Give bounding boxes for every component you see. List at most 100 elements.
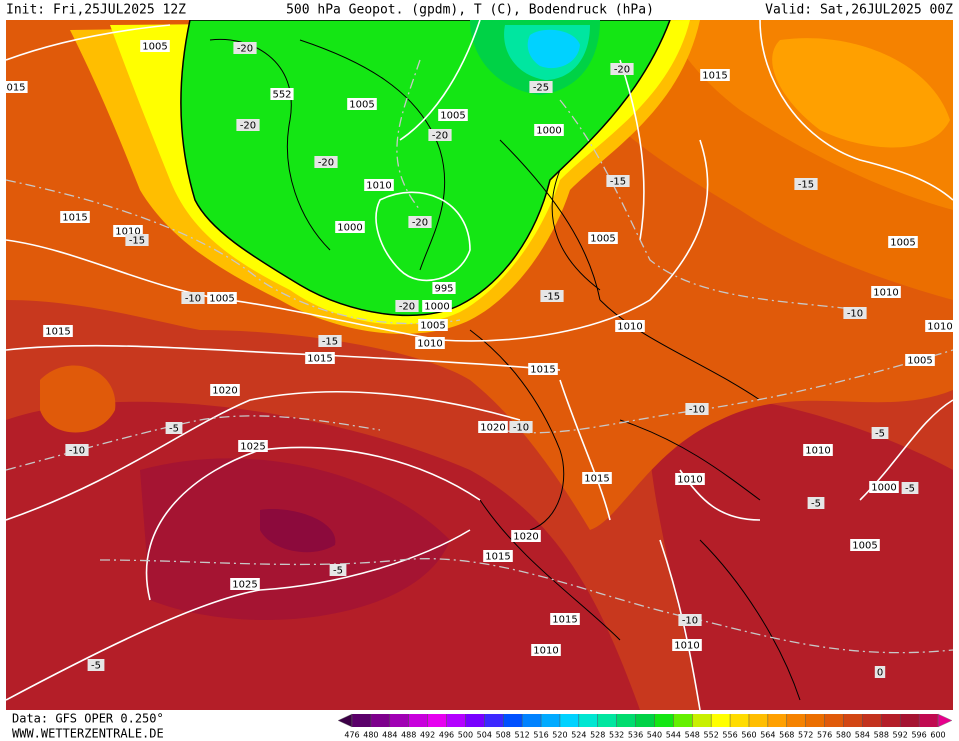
- isobar-label: 1010: [873, 288, 898, 299]
- temperature-label-box: [610, 63, 634, 75]
- isobar-label-box: [43, 325, 73, 337]
- isobar-label: 1025: [240, 442, 265, 453]
- colorbar-swatch: [919, 714, 939, 727]
- temperature-label-box: [318, 335, 342, 347]
- colorbar-label: 592: [893, 731, 908, 740]
- isobar-label-box: [415, 337, 445, 349]
- temperature-label-box: [606, 175, 630, 187]
- colorbar-label: 588: [874, 731, 889, 740]
- colorbar-label: 540: [647, 731, 662, 740]
- colorbar-label: 548: [685, 731, 700, 740]
- isobar-label: 1005: [142, 42, 167, 53]
- colorbar-swatch: [824, 714, 844, 727]
- colorbar-label: 580: [836, 731, 851, 740]
- colorbar-swatch: [578, 714, 599, 727]
- isobar-label-box: [531, 644, 561, 656]
- isobar-label-box: [210, 384, 240, 396]
- coastline: [209, 38, 601, 301]
- temperature-label-box: [87, 659, 105, 671]
- colorbar-swatch: [427, 714, 447, 727]
- colorbar-swatch: [881, 714, 901, 727]
- temperature-label-box: [794, 178, 818, 190]
- temperature-label: -15: [544, 292, 560, 303]
- data-source: Data: GFS OPER 0.250°: [12, 712, 164, 726]
- isobar-label: 1015: [530, 365, 555, 376]
- isobar-label-box: [905, 354, 935, 366]
- colorbar-swatch: [408, 714, 428, 727]
- isobar-label-box: [850, 539, 880, 551]
- isobar-label: 1010: [533, 646, 558, 657]
- temperature-label: -5: [169, 424, 179, 435]
- isobar-label-box: [550, 613, 580, 625]
- temperature-label: -20: [412, 218, 428, 229]
- temperature-label-box: [871, 427, 889, 439]
- colorbar: 476 480 484 488 492 496 500 504 508 512 516 520 524 5…: [337, 713, 953, 740]
- colorbar-swatch: [805, 714, 825, 727]
- map-labels: 1005 015 552 1005 1005 1000 1015 1010 1015 1010 10…: [4, 40, 955, 679]
- isobar-label: 552: [272, 90, 291, 101]
- colorbar-label: 532: [609, 731, 624, 740]
- isobar-label: 1015: [702, 71, 727, 82]
- colorbar-label: 536: [628, 731, 643, 740]
- colorbar-swatch: [597, 714, 617, 727]
- isobar-label: 1025: [232, 580, 257, 591]
- temperature-label: -10: [185, 294, 201, 305]
- temperature-label-box: [874, 666, 886, 678]
- temperature-label-box: [408, 216, 432, 228]
- temperature-label-box: [678, 614, 702, 626]
- temperature-label-box: [329, 564, 347, 576]
- colorbar-label: 568: [779, 731, 794, 740]
- colorbar-label: 560: [741, 731, 756, 740]
- colorbar-swatch: [730, 714, 750, 727]
- colorbar-label: 508: [496, 731, 511, 740]
- temperature-label: -5: [905, 484, 915, 495]
- colorbar-label: 524: [571, 731, 586, 740]
- isobar-label: 1005: [907, 356, 932, 367]
- colorbar-swatch: [541, 714, 561, 727]
- temperature-label: -10: [847, 309, 863, 320]
- isobar-label-box: [364, 179, 394, 191]
- isobar-label: 1000: [424, 302, 449, 313]
- temperature-label-box: [65, 444, 89, 456]
- colorbar-swatch: [843, 714, 863, 727]
- isobar-label-box: [615, 320, 645, 332]
- temperature-label: -5: [811, 499, 821, 510]
- colorbar-swatch: [654, 714, 674, 727]
- colorbar-swatch: [767, 714, 788, 727]
- isobar-label: 1000: [871, 483, 896, 494]
- temperature-label: -10: [513, 423, 529, 434]
- isobar-label: 1010: [366, 181, 391, 192]
- colorbar-swatch: [352, 714, 372, 727]
- temperature-label: -15: [129, 236, 145, 247]
- isobar-label: 1015: [552, 615, 577, 626]
- colorbar-label: 484: [382, 731, 397, 740]
- colorbar-swatch: [484, 714, 504, 727]
- temperature-label: -5: [91, 661, 101, 672]
- isobar-label-box: [672, 639, 702, 651]
- isobar-label: 1015: [307, 354, 332, 365]
- init-time: Init: Fri,25JUL2025 12Z: [6, 3, 186, 18]
- temperature-label: -10: [682, 616, 698, 627]
- temperature-label: -15: [322, 337, 338, 348]
- colorbar-label: 584: [855, 731, 870, 740]
- temperature-label-box: [428, 129, 452, 141]
- isobar-label: 1005: [890, 238, 915, 249]
- colorbar-swatch: [748, 714, 769, 727]
- isobar-label: 1015: [584, 474, 609, 485]
- colorbar-swatch: [711, 714, 731, 727]
- isobar-label-box: [422, 300, 452, 312]
- colorbar-label: 500: [458, 731, 473, 740]
- colorbar-label: 544: [666, 731, 681, 740]
- temperature-label-box: [125, 234, 149, 246]
- colorbar-swatch: [370, 714, 391, 727]
- temperature-label: -15: [610, 177, 626, 188]
- colorbar-swatch: [900, 714, 920, 727]
- isobar-label: 1010: [617, 322, 642, 333]
- isobar-label-box: [238, 440, 268, 452]
- temperature-label: -20: [318, 158, 334, 169]
- temperature-label-box: [236, 119, 260, 131]
- warm-spot: [260, 509, 336, 553]
- isobar-label: 1005: [590, 234, 615, 245]
- isobar-label-box: [207, 292, 237, 304]
- isobar-label-box: [871, 286, 901, 298]
